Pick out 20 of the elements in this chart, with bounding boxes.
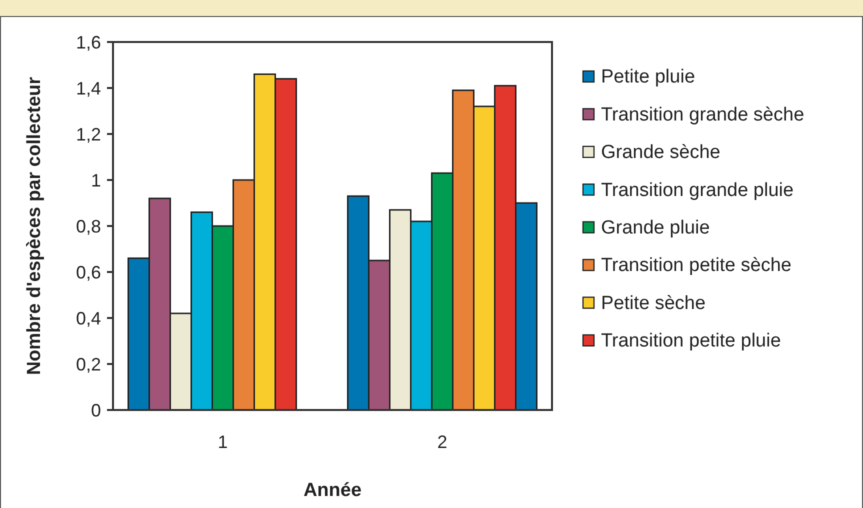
- legend-label: Transition petite sèche: [601, 255, 792, 276]
- y-tick-label: 1,2: [76, 124, 101, 144]
- x-axis-title: Année: [303, 480, 362, 501]
- legend-label: Petite pluie: [601, 66, 696, 88]
- legend-label: Petite sèche: [601, 292, 706, 314]
- y-tick-label: 0: [90, 400, 101, 420]
- y-tick-label: 1,4: [76, 78, 101, 98]
- legend-label: Transition grande pluie: [601, 180, 794, 201]
- y-tick-label: 1: [90, 170, 101, 190]
- y-tick-label: 0,2: [76, 354, 101, 374]
- y-tick-label: 0,6: [76, 262, 101, 282]
- y-tick-label: 1,6: [76, 32, 101, 52]
- legend-label: Grande pluie: [601, 217, 710, 238]
- legend-label: Grande sèche: [601, 142, 720, 164]
- legend-label: Transition grande sèche: [601, 104, 804, 126]
- y-tick-label: 0,4: [76, 308, 101, 328]
- legend-label: Transition petite pluie: [601, 330, 781, 352]
- y-tick-label: 0,8: [76, 216, 101, 236]
- y-axis-title: Nombre d'espèces par collecteur: [24, 76, 45, 376]
- x-tick-label: 2: [437, 432, 448, 452]
